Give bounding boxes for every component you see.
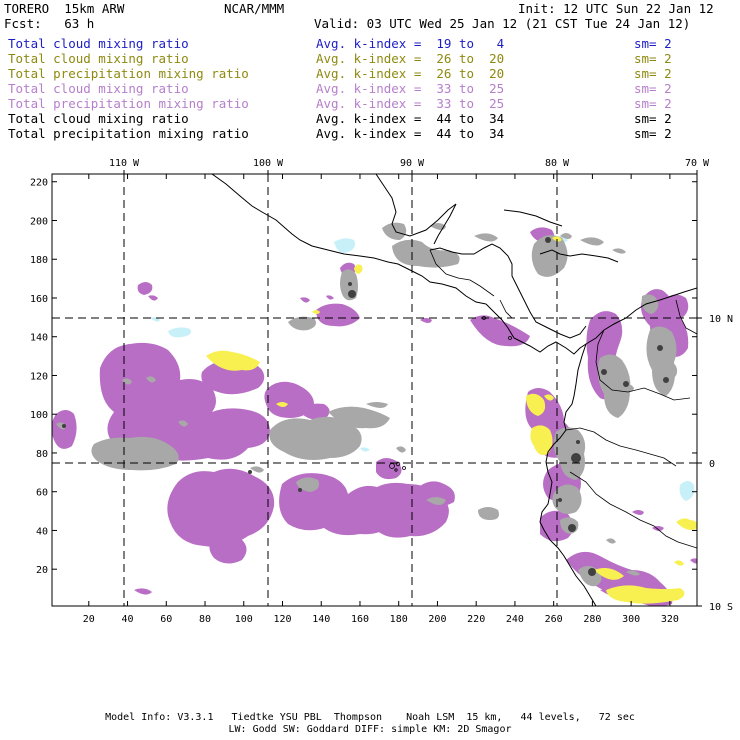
- y-tick-label: 200: [30, 216, 48, 227]
- latitude-label: 10 N: [709, 314, 733, 325]
- latitude-label: 10 S: [709, 602, 733, 613]
- legend-kindex: Avg. k-index = 33 to 25: [316, 96, 505, 111]
- y-tick-label: 160: [30, 294, 48, 305]
- lat-lon-grid: [52, 174, 697, 606]
- x-tick-label: 80: [199, 614, 211, 625]
- x-tick-label: 240: [506, 614, 524, 625]
- y-axis: 220 200 180 160 140 120 100 80 60 40 20: [30, 178, 697, 576]
- longitude-label: 110 W: [109, 158, 140, 169]
- legend-kindex: Avg. k-index = 26 to 20: [316, 66, 505, 81]
- legend-kindex: Avg. k-index = 44 to 34: [316, 126, 505, 141]
- x-tick-label: 180: [390, 614, 408, 625]
- legend-sm: sm= 2: [634, 111, 672, 126]
- legend-field: Total cloud mixing ratio: [8, 111, 189, 126]
- y-tick-label: 180: [30, 255, 48, 266]
- y-tick-label: 80: [36, 449, 48, 460]
- y-tick-label: 60: [36, 488, 48, 499]
- yellow-cloud-layer: [206, 236, 697, 604]
- legend-field: Total cloud mixing ratio: [8, 36, 189, 51]
- model-title: TORERO 15km ARW: [4, 1, 125, 16]
- legend-kindex: Avg. k-index = 33 to 25: [316, 81, 505, 96]
- x-tick-label: 20: [83, 614, 95, 625]
- legend-field: Total precipitation mixing ratio: [8, 126, 249, 141]
- legend-field: Total cloud mixing ratio: [8, 51, 189, 66]
- y-tick-label: 40: [36, 526, 48, 537]
- legend-sm: sm= 2: [634, 96, 672, 111]
- x-tick-label: 320: [661, 614, 679, 625]
- org-label: NCAR/MMM: [224, 1, 285, 16]
- y-tick-label: 100: [30, 410, 48, 421]
- legend-kindex: Avg. k-index = 19 to 4: [316, 36, 505, 51]
- forecast-map: 20 40 60 80 100 120 140 160 180 200 220 240 260 280 30…: [30, 158, 733, 625]
- map-frame: [51, 173, 698, 607]
- legend-field: Total cloud mixing ratio: [8, 81, 189, 96]
- legend-sm: sm= 2: [634, 36, 672, 51]
- x-tick-label: 200: [428, 614, 446, 625]
- x-tick-label: 260: [545, 614, 563, 625]
- latitude-label: 0: [709, 459, 715, 470]
- model-info: Model Info: V3.3.1 Tiedtke YSU PBL Thomp…: [105, 712, 635, 723]
- legend-field: Total precipitation mixing ratio: [8, 66, 249, 81]
- y-tick-label: 120: [30, 371, 48, 382]
- x-axis: 20 40 60 80 100 120 140 160 180 200 220 240 260 280 30…: [83, 174, 679, 625]
- longitude-label: 90 W: [400, 158, 425, 169]
- coastline-layer: [211, 174, 697, 606]
- forecast-hour: Fcst: 63 h: [4, 16, 95, 31]
- y-tick-label: 140: [30, 333, 48, 344]
- dark-core-layer: [62, 237, 669, 576]
- x-tick-label: 100: [235, 614, 253, 625]
- x-tick-label: 220: [467, 614, 485, 625]
- longitude-label: 80 W: [545, 158, 570, 169]
- y-tick-label: 20: [36, 565, 48, 576]
- valid-time: Valid: 03 UTC Wed 25 Jan 12 (21 CST Tue …: [314, 16, 691, 31]
- cyan-cloud-layer: [150, 236, 695, 501]
- x-tick-label: 140: [312, 614, 330, 625]
- legend-kindex: Avg. k-index = 44 to 34: [316, 111, 505, 126]
- latitude-labels: 10 N 0 10 S: [697, 314, 733, 613]
- legend-sm: sm= 2: [634, 66, 672, 81]
- legend-sm: sm= 2: [634, 126, 672, 141]
- longitude-label: 70 W: [685, 158, 710, 169]
- x-tick-label: 120: [273, 614, 291, 625]
- y-tick-label: 220: [30, 178, 48, 189]
- init-time: Init: 12 UTC Sun 22 Jan 12: [518, 1, 714, 16]
- x-tick-label: 60: [160, 614, 172, 625]
- x-tick-label: 160: [351, 614, 369, 625]
- legend-sm: sm= 2: [634, 51, 672, 66]
- physics-info: LW: Godd SW: Goddard DIFF: simple KM: 2D…: [228, 724, 512, 735]
- legend-field: Total precipitation mixing ratio: [8, 96, 249, 111]
- legend-kindex: Avg. k-index = 26 to 20: [316, 51, 505, 66]
- longitude-label: 100 W: [253, 158, 284, 169]
- x-tick-label: 40: [122, 614, 134, 625]
- longitude-labels: 110 W 100 W 90 W 80 W 70 W: [109, 158, 710, 174]
- x-tick-label: 280: [583, 614, 601, 625]
- legend-sm: sm= 2: [634, 81, 672, 96]
- x-tick-label: 300: [622, 614, 640, 625]
